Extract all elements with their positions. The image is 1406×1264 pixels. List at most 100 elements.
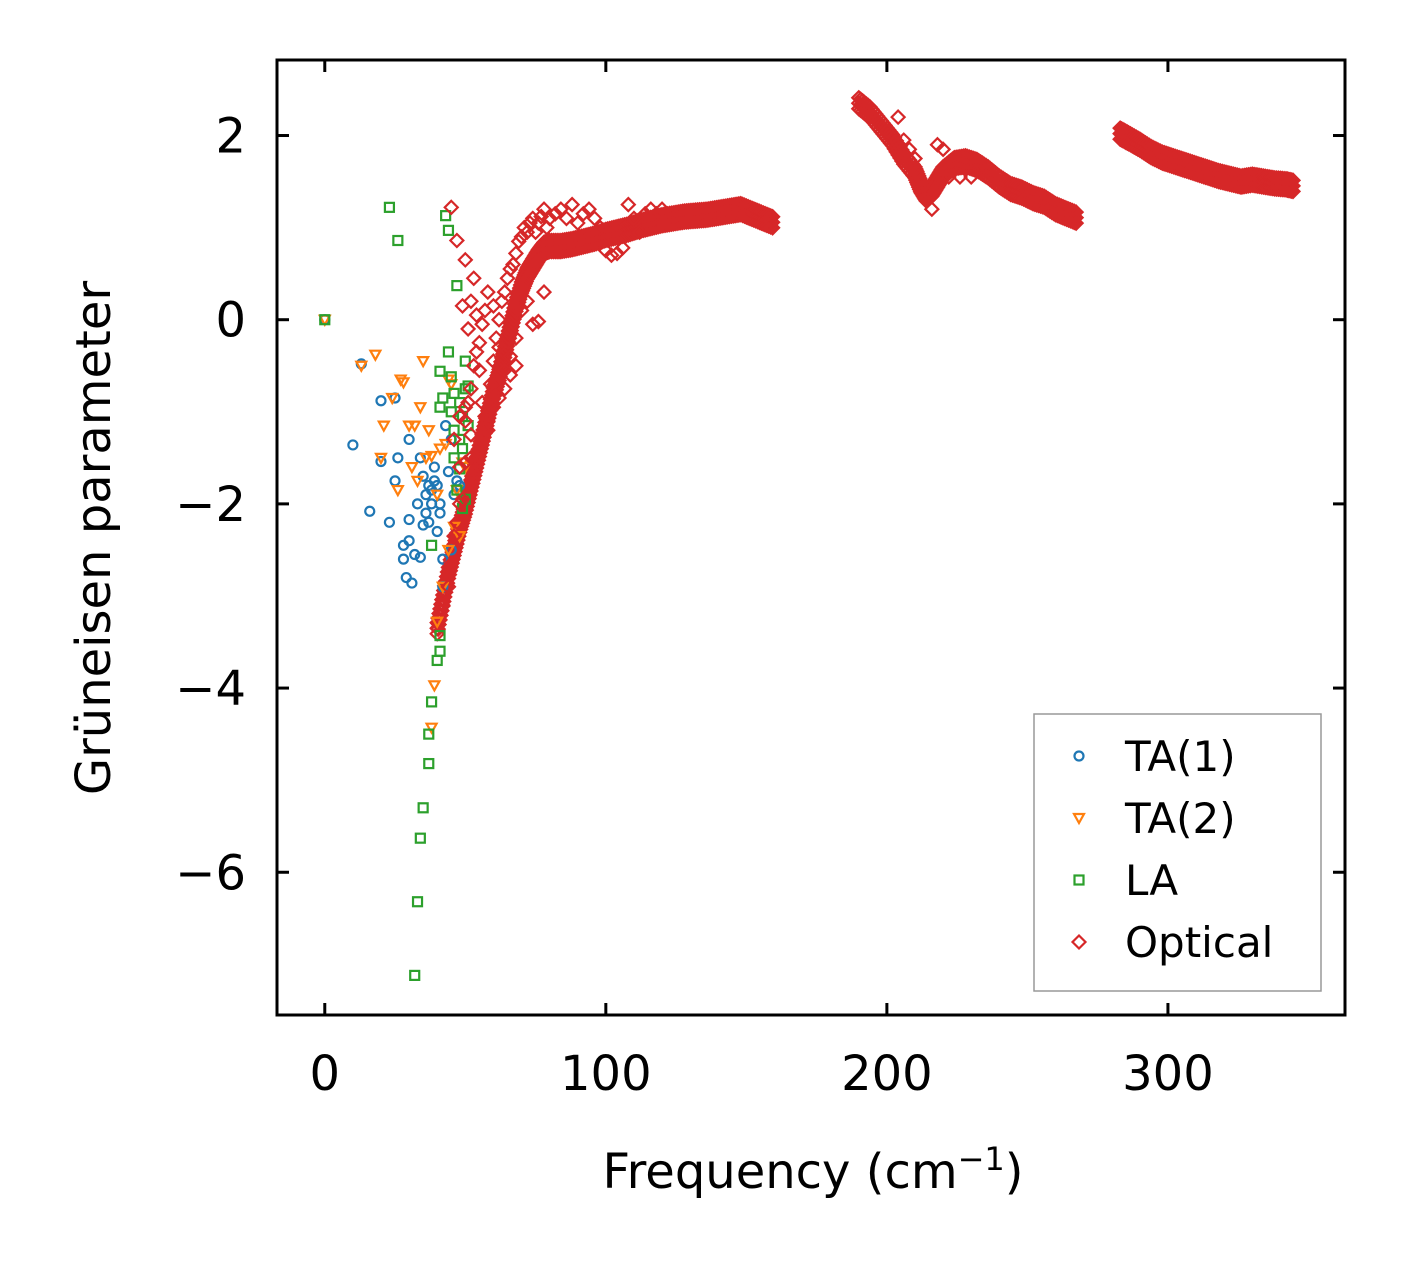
point-ta-1	[437, 553, 449, 565]
point-optical	[912, 173, 929, 190]
point-optical	[906, 150, 924, 167]
point-optical	[448, 514, 465, 531]
legend-label: TA(2)	[1124, 794, 1236, 843]
y-axis-ticks: 2 0 −2 −4 −6	[175, 109, 1345, 901]
point-ta-2	[354, 360, 369, 374]
point-optical	[474, 426, 491, 443]
point-ta-1	[428, 461, 440, 473]
point-ta-2	[396, 377, 411, 390]
legend-item-ta-2: TA(2)	[1072, 794, 1236, 843]
point-la	[445, 406, 457, 418]
y-tick-label: 0	[215, 293, 246, 349]
point-la	[451, 280, 463, 292]
point-ta-2	[424, 722, 439, 735]
plot-marks	[317, 89, 1302, 982]
x-tick-label: 300	[1122, 1046, 1214, 1102]
point-optical	[462, 380, 479, 397]
point-optical	[462, 293, 479, 310]
point-optical	[530, 313, 547, 330]
point-optical	[490, 311, 508, 328]
legend-marker-la	[1073, 874, 1085, 886]
point-la	[319, 314, 331, 326]
x-tick-label: 200	[841, 1046, 933, 1102]
point-la	[456, 443, 469, 455]
point-la	[417, 802, 429, 814]
point-ta-2	[413, 402, 428, 415]
point-ta-1	[403, 433, 415, 446]
point-optical	[490, 339, 508, 356]
point-la	[434, 365, 446, 377]
point-optical	[558, 210, 575, 227]
point-ta-1	[423, 516, 435, 528]
point-optical	[471, 334, 488, 351]
point-optical	[457, 412, 474, 430]
x-axis-title-close: )	[1005, 1144, 1024, 1200]
point-optical	[1068, 215, 1085, 232]
point-optical	[513, 302, 530, 319]
point-ta-2	[444, 379, 459, 392]
point-optical	[465, 270, 482, 287]
point-optical	[620, 196, 637, 213]
point-optical	[451, 495, 468, 512]
point-optical	[457, 399, 474, 416]
point-la	[434, 645, 446, 657]
point-ta-2	[421, 425, 436, 438]
point-ta-1	[406, 577, 418, 589]
point-ta-1	[431, 525, 443, 538]
point-optical	[527, 224, 544, 241]
point-optical	[443, 555, 460, 572]
point-optical	[535, 201, 553, 218]
point-optical	[513, 228, 530, 245]
point-ta-1	[403, 535, 415, 547]
point-optical	[496, 284, 513, 301]
point-optical	[524, 316, 541, 333]
point-ta-1	[375, 395, 387, 407]
point-optical	[890, 109, 907, 126]
point-optical	[1284, 183, 1302, 200]
point-optical	[451, 408, 468, 425]
point-optical	[648, 205, 665, 222]
y-tick-label: 2	[215, 109, 246, 165]
point-la	[442, 224, 455, 236]
point-la	[459, 355, 471, 367]
x-axis-title: Frequency (cm−1)	[602, 1140, 1023, 1200]
point-optical	[586, 210, 603, 227]
point-ta-2	[374, 452, 388, 466]
point-optical	[653, 201, 671, 218]
point-la	[411, 896, 424, 908]
point-optical	[963, 168, 980, 186]
point-ta-2	[419, 452, 433, 466]
y-tick-label: −6	[175, 845, 246, 901]
y-tick-label: −4	[175, 661, 246, 717]
point-la	[445, 371, 457, 383]
point-optical	[474, 394, 491, 411]
point-optical	[440, 578, 457, 595]
point-ta-1	[347, 439, 359, 451]
point-optical	[895, 132, 912, 149]
point-optical	[502, 366, 519, 384]
point-optical	[446, 528, 463, 545]
x-axis-ticks: 0 100 200 300	[310, 60, 1214, 1102]
x-axis-title-superscript: −1	[958, 1140, 1005, 1178]
point-ta-2	[410, 475, 425, 489]
point-ta-1	[392, 452, 404, 464]
point-optical	[878, 122, 895, 139]
point-optical	[507, 245, 524, 262]
point-ta-2	[424, 450, 439, 464]
point-ta-2	[427, 680, 442, 693]
point-la	[423, 757, 435, 770]
point-optical	[951, 168, 969, 186]
legend: TA(1) TA(2) LA Optical	[1033, 713, 1322, 992]
point-ta-1	[400, 571, 412, 584]
point-optical	[448, 232, 465, 249]
x-tick-label: 0	[310, 1046, 341, 1102]
point-optical	[462, 449, 479, 466]
point-optical	[940, 168, 957, 186]
point-la	[414, 832, 426, 844]
point-ta-2	[368, 349, 383, 362]
point-optical	[1068, 204, 1085, 221]
point-optical	[603, 247, 620, 264]
point-optical	[575, 205, 592, 222]
point-optical	[935, 141, 952, 158]
point-la	[459, 383, 471, 395]
